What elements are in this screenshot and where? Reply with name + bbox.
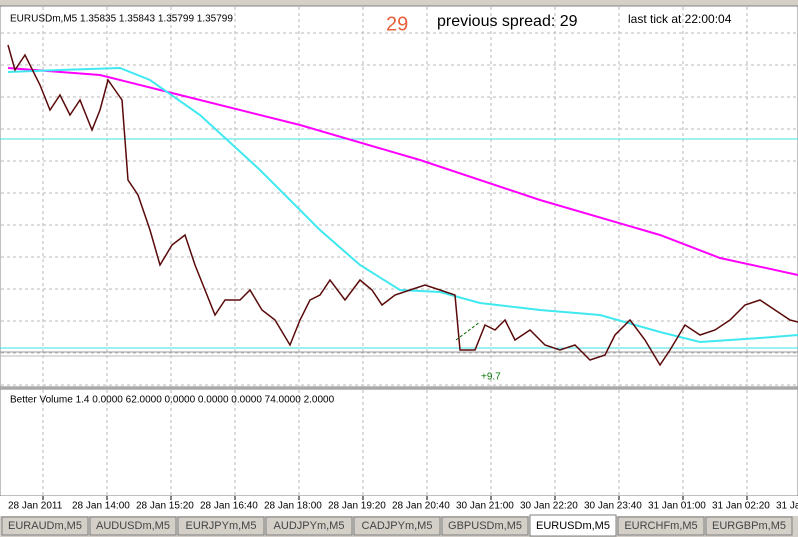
main-chart	[0, 5, 798, 388]
time-label: 28 Jan 16:40	[200, 501, 258, 512]
time-axis	[0, 496, 798, 516]
tab[interactable]	[617, 516, 705, 536]
tab[interactable]	[441, 516, 529, 536]
time-label: 30 Jan 22:20	[520, 501, 578, 512]
tab-label[interactable]: CADJPYm,M5	[362, 520, 433, 532]
time-label: 28 Jan 20:40	[392, 501, 450, 512]
symbol-info: EURUSDm,M5 1.35835 1.35843 1.35799 1.357…	[10, 14, 233, 25]
spread-value: 29	[386, 13, 408, 35]
tab[interactable]	[265, 516, 353, 536]
tab-bar: EURAUDm,M5 AUDUSDm,M5 EURJPYm,M5 AUDJPYm,M5…	[0, 514, 798, 537]
previous-spread: previous spread: 29	[437, 13, 578, 30]
last-tick: last tick at 22:00:04	[628, 12, 732, 26]
active-tab[interactable]	[529, 514, 617, 537]
tab[interactable]	[1, 516, 89, 536]
tab[interactable]	[353, 516, 441, 536]
time-label: 28 Jan 15:20	[136, 501, 194, 512]
tab[interactable]	[705, 516, 793, 536]
time-label: 31 Jan 02:20	[712, 501, 770, 512]
profit-annotation: +9.7	[481, 372, 501, 383]
tab[interactable]	[177, 516, 265, 536]
time-label: 28 Jan 19:20	[328, 501, 386, 512]
time-label: 30 Jan 21:00	[456, 501, 514, 512]
trade-line	[455, 321, 481, 341]
time-label: 30 Jan 23:40	[584, 501, 642, 512]
indicator-label: Better Volume 1.4 0.0000 62.0000 0.0000 …	[10, 395, 335, 406]
time-label: 28 Jan 14:00	[72, 501, 130, 512]
tab-label[interactable]: EURGBPm,M5	[712, 520, 786, 532]
fast-moving-average	[7, 66, 798, 344]
time-label: 31 Jan 01:00	[648, 501, 706, 512]
tab-label[interactable]: EURAUDm,M5	[8, 520, 82, 532]
time-label: 31 Jan	[776, 501, 798, 512]
slow-moving-average	[7, 67, 798, 276]
price-candles	[7, 44, 798, 367]
toolbar	[0, 0, 798, 6]
tab[interactable]	[89, 516, 177, 536]
time-label: 28 Jan 18:00	[264, 501, 322, 512]
tab-label[interactable]: EURJPYm,M5	[186, 520, 257, 532]
tab-label[interactable]: AUDJPYm,M5	[274, 520, 345, 532]
tab-label[interactable]: EURUSDm,M5	[536, 520, 610, 532]
tab-label[interactable]: AUDUSDm,M5	[96, 520, 170, 532]
indicator-panel	[0, 388, 798, 497]
tab-label[interactable]: EURCHFm,M5	[624, 520, 697, 532]
time-axis-labels: 28 Jan 2011 28 Jan 14:00 28 Jan 15:20 28 Ja…	[8, 496, 798, 512]
time-label: 28 Jan 2011	[8, 501, 63, 512]
tab-label[interactable]: GBPUSDm,M5	[448, 520, 522, 532]
